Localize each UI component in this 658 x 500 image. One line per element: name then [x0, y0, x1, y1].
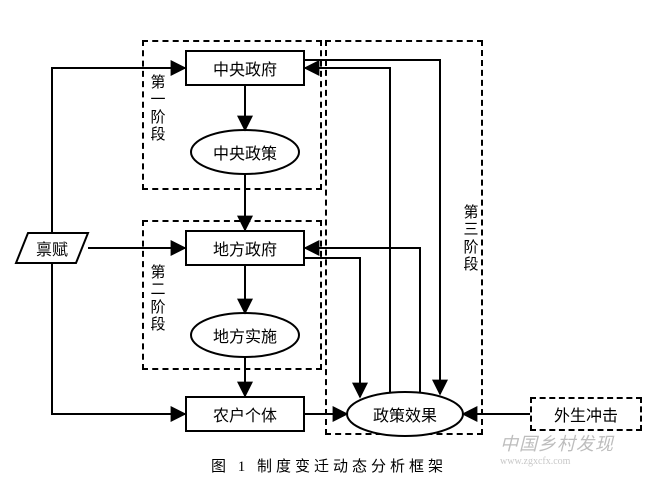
node-household: 农户个体 — [185, 396, 305, 432]
label-stage-3: 第三阶段 — [463, 205, 479, 274]
label-stage-2: 第二阶段 — [150, 265, 166, 334]
node-local-impl-label: 地方实施 — [213, 323, 277, 347]
node-central-policy: 中央政策 — [191, 130, 299, 174]
watermark-line1: 中国乡村发现 — [500, 434, 614, 454]
node-local-impl: 地方实施 — [191, 313, 299, 357]
node-local-gov: 地方政府 — [185, 230, 305, 266]
node-policy-effect: 政策效果 — [347, 392, 463, 436]
node-central-gov: 中央政府 — [185, 50, 305, 86]
figure-caption: 图 1 制度变迁动态分析框架 — [0, 455, 658, 476]
node-household-label: 农户个体 — [213, 402, 277, 426]
node-endowment-label: 禀赋 — [36, 236, 68, 260]
node-shock-label: 外生冲击 — [554, 402, 618, 426]
node-local-gov-label: 地方政府 — [213, 236, 277, 260]
node-policy-effect-label: 政策效果 — [373, 402, 437, 426]
group-stage-3 — [325, 40, 483, 435]
node-endowment: 禀赋 — [16, 233, 88, 263]
node-central-policy-label: 中央政策 — [213, 140, 277, 164]
label-stage-1: 第一阶段 — [150, 75, 166, 144]
node-central-gov-label: 中央政府 — [213, 56, 277, 80]
node-shock: 外生冲击 — [530, 397, 642, 431]
